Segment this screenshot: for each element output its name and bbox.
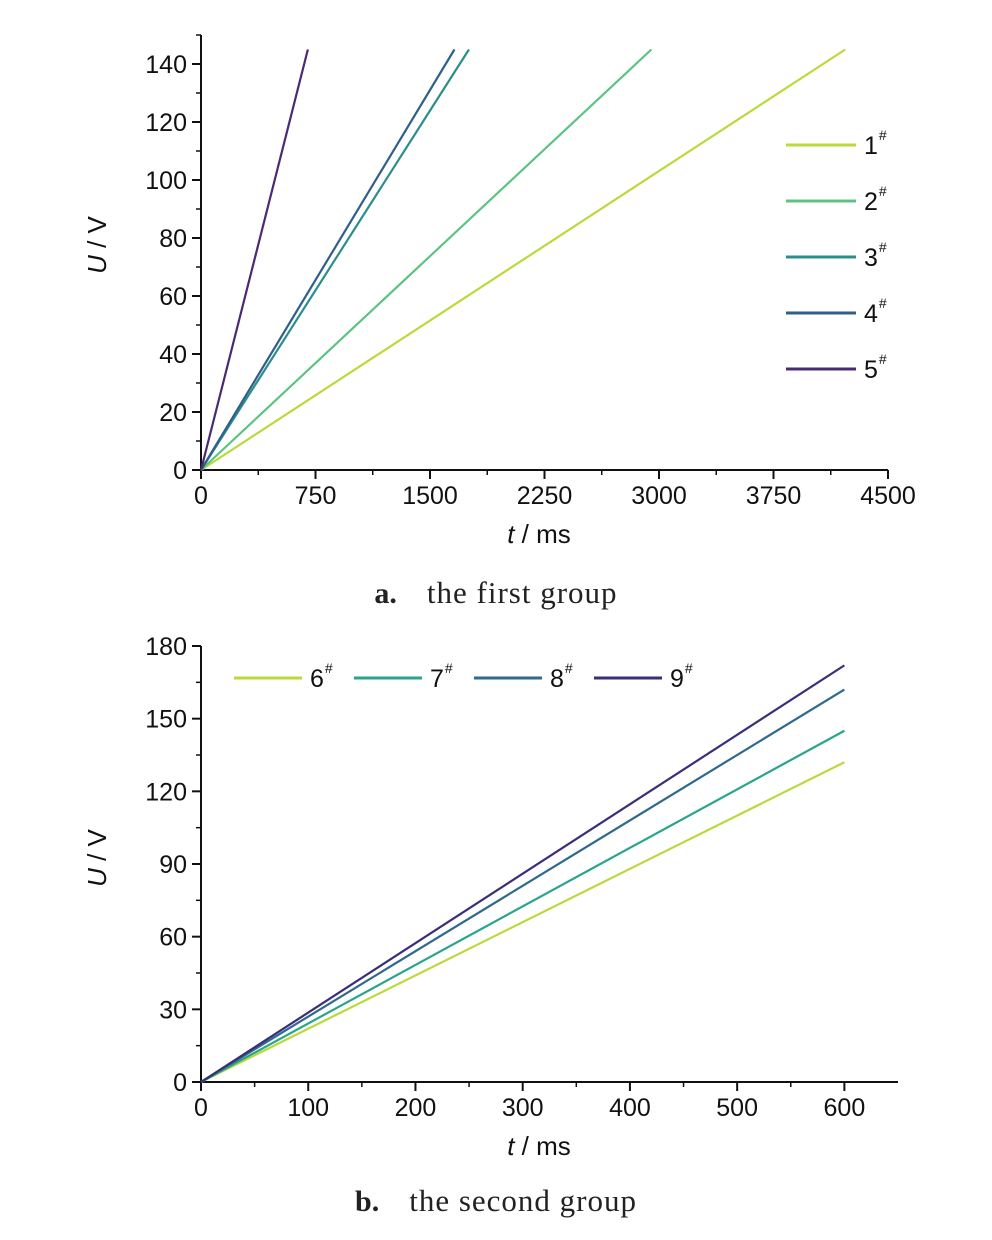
chart-a-x-axis-title: t / ms [507, 519, 571, 549]
series-line-6 [200, 761, 845, 1083]
chart-b-y-tick-label: 60 [159, 924, 187, 952]
chart-b-axes: 0 100 200 300 400 500 600 0 30 60 90 120 150 180 [145, 633, 898, 1122]
chart-a-legend: 1# 2# 3# 4# 5# [786, 127, 887, 384]
chart-a-x-tick-label: 3750 [746, 482, 802, 510]
legend-label-4: 4# [864, 295, 887, 328]
chart-b-caption: b. the second group [355, 1183, 637, 1218]
chart-b-y-tick-label: 90 [159, 851, 187, 879]
chart-a-x-tick-label: 2250 [517, 482, 573, 510]
legend-label-1: 1# [864, 127, 887, 160]
legend-label-6: 6# [310, 660, 333, 693]
series-line-9 [200, 664, 845, 1083]
chart-a-y-axis-title: U / V [82, 215, 112, 273]
chart-a-x-tick-label: 4500 [860, 482, 916, 510]
series-line-2 [200, 48, 653, 471]
chart-b-y-tick-label: 0 [173, 1069, 187, 1097]
chart-a-y-tick-label: 80 [159, 225, 187, 253]
series-line-1 [200, 48, 846, 471]
chart-b-y-tick-label: 30 [159, 996, 187, 1024]
chart-b-x-axis-title: t / ms [507, 1131, 571, 1161]
chart-a-y-tick-label: 60 [159, 283, 187, 311]
legend-label-8: 8# [550, 660, 573, 693]
chart-b-x-tick-label: 400 [609, 1094, 651, 1122]
chart-a-series [199, 48, 846, 471]
series-line-8 [200, 688, 845, 1083]
chart-b-legend: 6# 7# 8# 9# [234, 660, 693, 693]
chart-a-caption: a. the first group [374, 575, 617, 610]
chart-b-x-tick-label: 600 [824, 1094, 866, 1122]
series-line-7 [200, 729, 845, 1083]
chart-a-y-tick-label: 40 [159, 341, 187, 369]
chart-b-y-tick-label: 180 [145, 633, 187, 661]
chart-a-axes: 0 750 1500 2250 3000 3750 4500 0 20 40 60 80 100 120 1… [145, 34, 916, 510]
chart-b-y-tick-label: 120 [145, 778, 187, 806]
chart-a-y-tick-label: 100 [145, 167, 187, 195]
legend-label-3: 3# [864, 239, 887, 272]
chart-a-x-tick-label: 1500 [402, 482, 458, 510]
legend-label-2: 2# [864, 183, 887, 216]
legend-label-5: 5# [864, 351, 887, 384]
chart-b-x-tick-label: 300 [502, 1094, 544, 1122]
chart-b-x-tick-label: 200 [395, 1094, 437, 1122]
chart-b-x-tick-label: 100 [287, 1094, 329, 1122]
chart-b-x-tick-label: 500 [716, 1094, 758, 1122]
chart-a-y-tick-label: 20 [159, 399, 187, 427]
chart-a-y-tick-label: 120 [145, 109, 187, 137]
chart-b-x-tick-label: 0 [194, 1094, 208, 1122]
legend-label-7: 7# [430, 660, 453, 693]
chart-a-y-tick-label: 140 [145, 51, 187, 79]
chart-b-y-tick-label: 150 [145, 706, 187, 734]
series-line-3 [200, 48, 470, 471]
series-line-4 [200, 48, 456, 471]
chart-a-x-tick-label: 750 [295, 482, 337, 510]
chart-panel-a: 0 750 1500 2250 3000 3750 4500 0 20 40 60 80 100 120 1… [82, 34, 916, 610]
legend-label-9: 9# [670, 660, 693, 693]
chart-a-x-tick-label: 0 [194, 482, 208, 510]
chart-a-y-tick-label: 0 [173, 457, 187, 485]
chart-b-y-axis-title: U / V [82, 828, 112, 886]
series-line-5 [199, 49, 309, 471]
chart-a-x-tick-label: 3000 [631, 482, 687, 510]
chart-b-series [200, 664, 845, 1083]
chart-panel-b: 0 100 200 300 400 500 600 0 30 60 90 120 150 180 6# 7#… [82, 633, 898, 1218]
